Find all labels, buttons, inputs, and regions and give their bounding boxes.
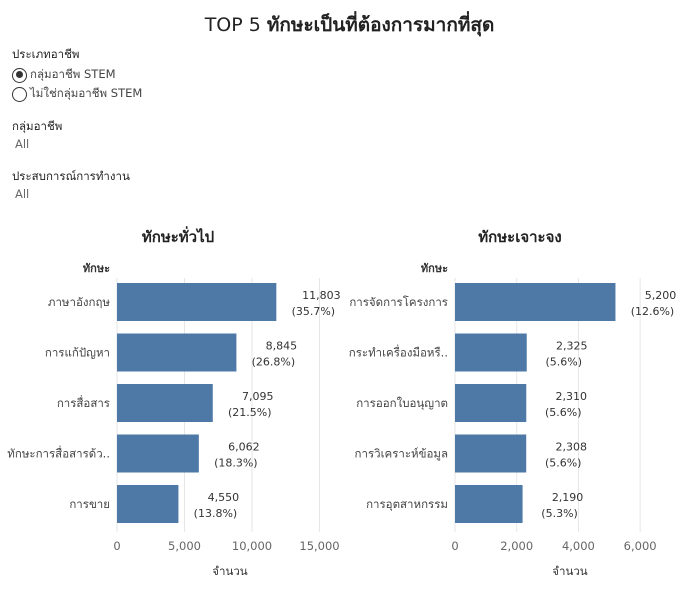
percent-label: (35.7%) <box>292 305 336 318</box>
percent-label: (5.6%) <box>545 457 582 470</box>
x-tick-label: 5,000 <box>168 539 201 553</box>
radio-option-stem[interactable]: กลุ่มอาชีพ STEM <box>12 66 116 84</box>
chart-title: ทักษะเจาะจง <box>478 228 561 246</box>
value-label: 2,308 <box>555 441 587 454</box>
bar <box>455 485 523 523</box>
category-label: การสื่อสาร <box>57 395 110 410</box>
y-axis-title: ทักษะ <box>421 262 448 275</box>
category-label: การวิเคราะห์ข้อมูล <box>355 447 448 461</box>
y-axis-title: ทักษะ <box>83 262 110 275</box>
percent-label: (12.6%) <box>631 305 675 318</box>
value-label: 2,310 <box>556 390 588 403</box>
percent-label: (5.6%) <box>545 406 582 419</box>
category-label: การจัดการโครงการ <box>349 295 448 309</box>
occupation-type-label: ประเภทอาชีพ <box>12 47 80 61</box>
chart-title: ทักษะทั่วไป <box>142 226 214 246</box>
value-label: 11,803 <box>302 289 341 302</box>
value-label: 7,095 <box>242 390 274 403</box>
value-label: 5,200 <box>645 289 677 302</box>
x-tick-label: 15,000 <box>299 539 339 553</box>
percent-label: (5.6%) <box>545 356 582 369</box>
bar <box>117 283 277 321</box>
title-prefix: TOP 5 <box>204 14 261 36</box>
percent-label: (26.8%) <box>252 356 296 369</box>
category-label: ทักษะการสื่อสารด้ว.. <box>7 446 110 461</box>
x-axis-title: จำนวน <box>552 564 588 578</box>
radio-option-non-stem-label: ไม่ใช่กลุ่มอาชีพ STEM <box>30 86 143 100</box>
x-tick-label: 0 <box>113 539 120 553</box>
bar <box>117 384 213 422</box>
radio-checked-icon[interactable] <box>12 67 27 83</box>
category-label: การออกใบอนุญาต <box>356 396 448 410</box>
bar <box>455 333 527 372</box>
value-label: 8,845 <box>266 340 298 353</box>
occupation-group-label: กลุ่มอาชีพ <box>12 119 63 133</box>
percent-label: (5.3%) <box>541 507 578 520</box>
bar <box>455 384 527 422</box>
bar <box>455 283 616 321</box>
category-label: กระทำเครื่องมือหรื.. <box>349 345 448 360</box>
value-label: 4,550 <box>208 491 240 504</box>
category-label: การขาย <box>69 497 110 511</box>
category-label: การอุตสาหกรรม <box>366 497 448 511</box>
bar <box>455 434 527 473</box>
x-tick-label: 6,000 <box>624 539 657 553</box>
percent-label: (21.5%) <box>228 406 272 419</box>
category-label: ภาษาอังกฤษ <box>48 295 111 309</box>
bar <box>117 434 199 473</box>
radio-unchecked-icon[interactable] <box>12 86 27 102</box>
x-tick-label: 4,000 <box>562 539 595 553</box>
radio-option-stem-label: กลุ่มอาชีพ STEM <box>30 67 116 81</box>
radio-option-non-stem[interactable]: ไม่ใช่กลุ่มอาชีพ STEM <box>12 85 142 103</box>
value-label: 2,190 <box>552 491 584 504</box>
value-label: 6,062 <box>228 441 260 454</box>
dashboard-title: TOP 5 ทักษะเป็นที่ต้องการมากที่สุด <box>0 10 699 40</box>
x-tick-label: 2,000 <box>500 539 533 553</box>
experience-dropdown[interactable]: All <box>15 187 30 201</box>
value-label: 2,325 <box>556 340 588 353</box>
bar <box>117 333 237 372</box>
title-main: ทักษะเป็นที่ต้องการมากที่สุด <box>266 14 495 36</box>
percent-label: (13.8%) <box>194 507 238 520</box>
percent-label: (18.3%) <box>214 457 258 470</box>
experience-label: ประสบการณ์การทำงาน <box>12 169 130 183</box>
x-axis-title: จำนวน <box>212 564 248 578</box>
occupation-group-dropdown[interactable]: All <box>15 137 30 151</box>
x-tick-label: 0 <box>451 539 458 553</box>
x-tick-label: 10,000 <box>232 539 272 553</box>
category-label: การแก้ปัญหา <box>45 346 110 360</box>
bar <box>117 485 179 523</box>
